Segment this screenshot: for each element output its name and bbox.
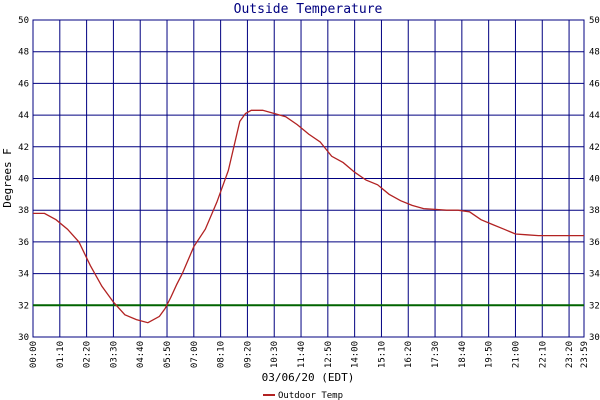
x-tick-label: 09:20	[243, 341, 253, 368]
y-tick-label-right: 36	[589, 238, 600, 248]
chart-title: Outside Temperature	[234, 2, 383, 17]
x-tick-label: 08:10	[217, 341, 227, 368]
x-tick-label: 04:40	[136, 341, 146, 368]
x-tick-label: 21:00	[511, 341, 521, 368]
series-layer	[33, 109, 584, 324]
x-tick-label: 14:00	[351, 341, 361, 368]
x-tick-label: 03:30	[109, 341, 119, 368]
y-tick-label-right: 46	[589, 79, 600, 89]
series-line-outdoor-temp	[33, 109, 584, 324]
y-tick-label-right: 30	[589, 333, 600, 343]
y-axis-label: Degrees F	[1, 148, 14, 208]
x-tick-label: 22:10	[538, 341, 548, 368]
y-tick-label-left: 38	[18, 206, 29, 216]
y-tick-label-left: 48	[18, 48, 29, 58]
x-tick-label: 19:50	[485, 341, 495, 368]
y-tick-label-right: 44	[589, 111, 600, 121]
x-tick-label: 15:10	[377, 341, 387, 368]
y-tick-label-right: 34	[589, 270, 600, 280]
y-tick-label-right: 32	[589, 301, 600, 311]
y-tick-label-left: 40	[18, 175, 29, 185]
y-tick-label-left: 50	[18, 16, 29, 26]
x-tick-label: 05:50	[163, 341, 173, 368]
grid-layer	[32, 19, 585, 338]
axis-labels-layer: 30 30 32 32 34 34 36 36 38 38 40 40 42 42 44 44 46 46 48 48…	[18, 16, 600, 368]
y-tick-label-right: 40	[589, 175, 600, 185]
x-axis-label: 03/06/20 (EDT)	[262, 371, 355, 384]
y-tick-label-right: 50	[589, 16, 600, 26]
x-tick-label: 07:00	[190, 341, 200, 368]
y-tick-label-right: 42	[589, 143, 600, 153]
x-tick-label: 16:20	[404, 341, 414, 368]
x-tick-label: 23:20	[565, 341, 575, 368]
y-tick-label-left: 32	[18, 301, 29, 311]
x-tick-label: 23:59	[580, 341, 590, 368]
y-tick-label-left: 36	[18, 238, 29, 248]
x-tick-label: 12:50	[324, 341, 334, 368]
y-tick-label-left: 42	[18, 143, 29, 153]
x-tick-label: 11:40	[297, 341, 307, 368]
x-tick-label: 10:30	[270, 341, 280, 368]
y-tick-label-right: 48	[589, 48, 600, 58]
x-tick-label: 01:10	[56, 341, 66, 368]
x-tick-label: 00:00	[29, 341, 39, 368]
legend: Outdoor Temp	[263, 391, 343, 400]
y-tick-label-left: 34	[18, 270, 29, 280]
y-tick-label-left: 46	[18, 79, 29, 89]
y-tick-label-left: 30	[18, 333, 29, 343]
y-tick-label-left: 44	[18, 111, 29, 121]
legend-label: Outdoor Temp	[278, 391, 343, 400]
x-tick-label: 02:20	[83, 341, 93, 368]
y-tick-label-right: 38	[589, 206, 600, 216]
x-tick-label: 18:40	[458, 341, 468, 368]
x-tick-label: 17:30	[431, 341, 441, 368]
